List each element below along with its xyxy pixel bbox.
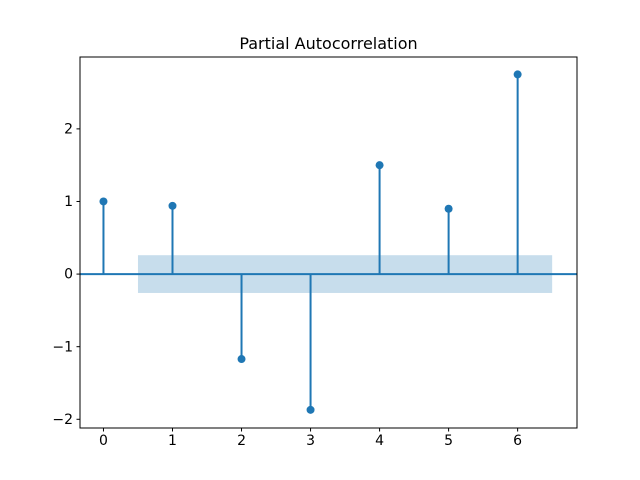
chart-title: Partial Autocorrelation: [239, 34, 418, 53]
stem-marker-lag-6: [513, 70, 522, 79]
y-tick-label-−2: −2: [52, 412, 73, 428]
stem-marker-lag-5: [444, 204, 453, 213]
axes-frame: [79, 56, 578, 429]
stem-marker-lag-0: [99, 197, 108, 206]
x-tick-label-5: 5: [444, 433, 453, 449]
y-tick-label-0: 0: [64, 267, 73, 283]
stem-marker-lag-3: [306, 405, 315, 414]
x-tick-label-0: 0: [99, 433, 108, 449]
y-tick-label-−1: −1: [52, 339, 73, 355]
x-tick-label-6: 6: [513, 433, 522, 449]
y-tick-label-2: 2: [64, 121, 73, 137]
stem-marker-lag-1: [168, 201, 177, 210]
y-tick-label-1: 1: [64, 194, 73, 210]
x-tick-label-2: 2: [237, 433, 246, 449]
x-tick-label-3: 3: [306, 433, 315, 449]
stem-marker-lag-4: [375, 161, 384, 170]
x-tick-label-4: 4: [375, 433, 384, 449]
x-tick-label-1: 1: [168, 433, 177, 449]
stem-marker-lag-2: [237, 355, 246, 364]
